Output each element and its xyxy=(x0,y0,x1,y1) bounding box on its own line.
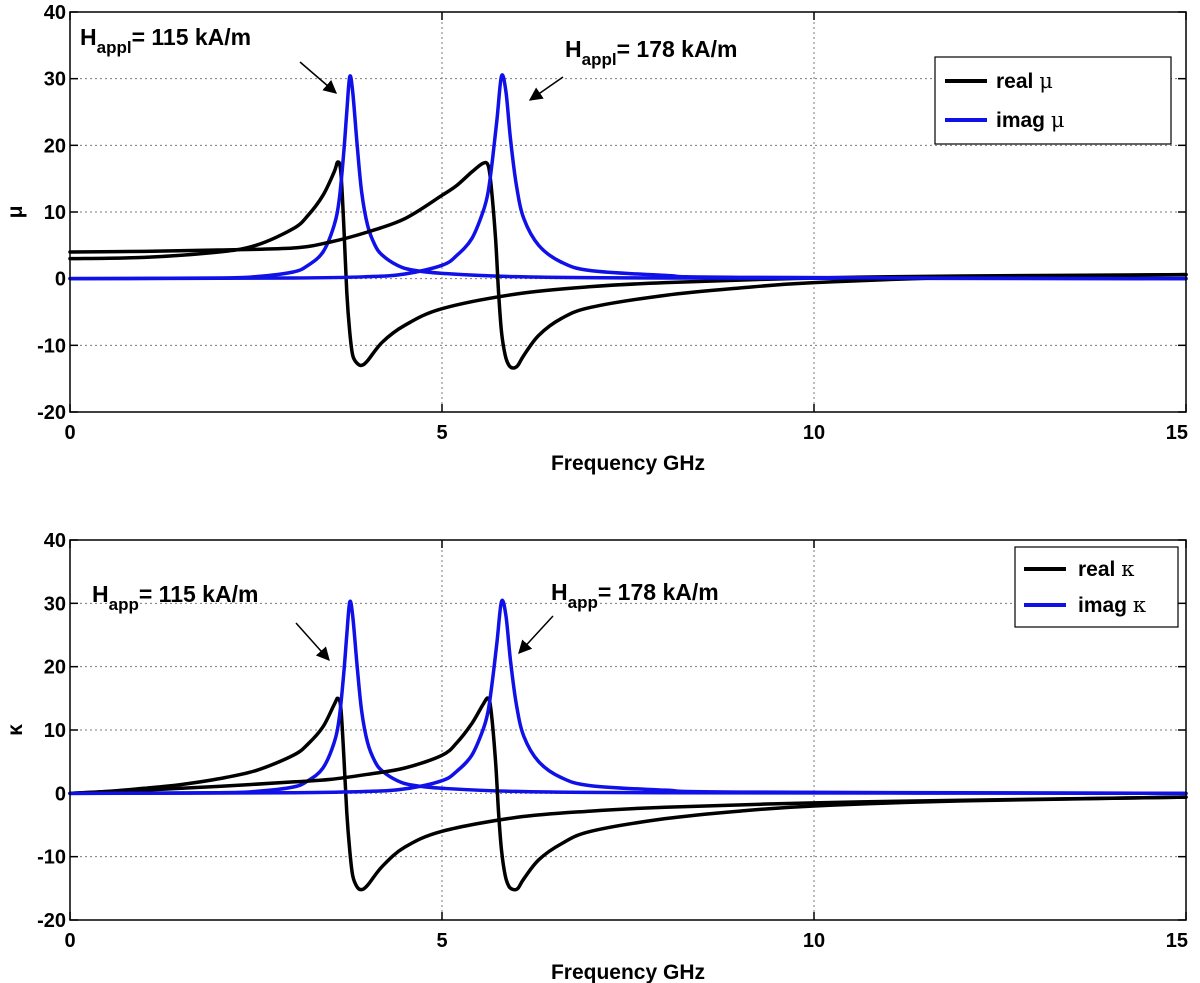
mu-series-line-0 xyxy=(68,160,1188,368)
mu-legend-label-imag: imag μ xyxy=(996,108,1065,132)
kappa-legend-box xyxy=(1014,546,1179,628)
mu-series-line-3 xyxy=(68,73,1188,281)
mu-axes-frame xyxy=(69,11,1187,413)
mu-annotation-115-label: Happl= 115 kA/m xyxy=(80,24,251,57)
mu-series xyxy=(68,73,1188,370)
mu-annotation-178-label: Happl= 178 kA/m xyxy=(565,36,737,69)
mu-annotation-178: Happl= 178 kA/m xyxy=(528,36,737,101)
kappa-legend: real κ imag κ xyxy=(1014,546,1179,628)
kappa-annotation-115: Happ= 115 kA/m xyxy=(92,581,330,662)
kappa-annotation-115-arrow xyxy=(295,622,330,662)
kappa-ticks: 0 5 10 15 -20 -10 0 10 20 30 40 xyxy=(37,530,1188,952)
mu-legend-box xyxy=(934,56,1172,145)
kappa-ytick-label: 20 xyxy=(44,657,66,679)
mu-xtick-label: 10 xyxy=(803,422,825,444)
mu-ytick-label: -20 xyxy=(37,402,66,424)
mu-ytick-label: 10 xyxy=(44,202,66,224)
mu-ytick-label: 30 xyxy=(44,69,66,91)
kappa-axes-frame xyxy=(69,539,1187,921)
kappa-xtick-label: 15 xyxy=(1166,930,1188,952)
kappa-series xyxy=(68,598,1188,892)
mu-ticks: 0 5 10 15 -20 -10 0 10 20 30 40 xyxy=(37,2,1188,444)
kappa-legend-label-imag: imag κ xyxy=(1078,593,1146,617)
kappa-xtick-label: 10 xyxy=(803,930,825,952)
mu-ytick-label: 0 xyxy=(55,269,66,291)
mu-annotation-115: Happl= 115 kA/m xyxy=(80,24,338,94)
mu-series-line-1 xyxy=(68,74,1188,281)
mu-legend: real μ imag μ xyxy=(934,56,1172,145)
kappa-legend-label-real: real κ xyxy=(1078,557,1134,581)
kappa-series-line-3 xyxy=(68,598,1188,796)
kappa-ytick-label: 40 xyxy=(44,530,66,552)
kappa-ytick-label: -10 xyxy=(37,847,66,869)
kappa-annotation-115-label: Happ= 115 kA/m xyxy=(92,581,258,614)
mu-ytick-label: -10 xyxy=(37,335,66,357)
kappa-xtick-label: 5 xyxy=(436,930,447,952)
mu-series-line-2 xyxy=(68,160,1188,370)
kappa-annotation-178-arrow xyxy=(518,615,554,654)
mu-ytick-label: 40 xyxy=(44,2,66,24)
mu-ytick-label: 20 xyxy=(44,135,66,157)
kappa-series-line-0 xyxy=(68,696,1188,892)
mu-panel: 0 5 10 15 -20 -10 0 10 20 30 40 Frequency GHz μ Ha… xyxy=(4,2,1188,475)
mu-y-axis-label: μ xyxy=(4,206,27,219)
kappa-annotation-178: Happ= 178 kA/m xyxy=(518,579,719,654)
kappa-series-line-2 xyxy=(68,696,1188,892)
kappa-series-line-1 xyxy=(68,599,1188,796)
mu-annotation-115-arrow xyxy=(299,61,338,94)
mu-x-axis-label: Frequency GHz xyxy=(551,452,705,475)
mu-xtick-label: 5 xyxy=(436,422,447,444)
kappa-x-axis-label: Frequency GHz xyxy=(551,961,705,983)
kappa-annotation-178-label: Happ= 178 kA/m xyxy=(551,579,719,612)
kappa-ytick-label: -20 xyxy=(37,910,66,932)
kappa-xtick-label: 0 xyxy=(64,930,75,952)
kappa-ytick-label: 30 xyxy=(44,593,66,615)
kappa-y-axis-label: κ xyxy=(4,724,27,736)
mu-annotation-178-arrow xyxy=(528,76,564,101)
mu-xtick-label: 15 xyxy=(1166,422,1188,444)
mu-xtick-label: 0 xyxy=(64,422,75,444)
kappa-ytick-label: 10 xyxy=(44,720,66,742)
kappa-panel: 0 5 10 15 -20 -10 0 10 20 30 40 Frequency GHz κ Ha… xyxy=(4,530,1188,983)
mu-legend-label-real: real μ xyxy=(996,69,1053,93)
kappa-ytick-label: 0 xyxy=(55,783,66,805)
